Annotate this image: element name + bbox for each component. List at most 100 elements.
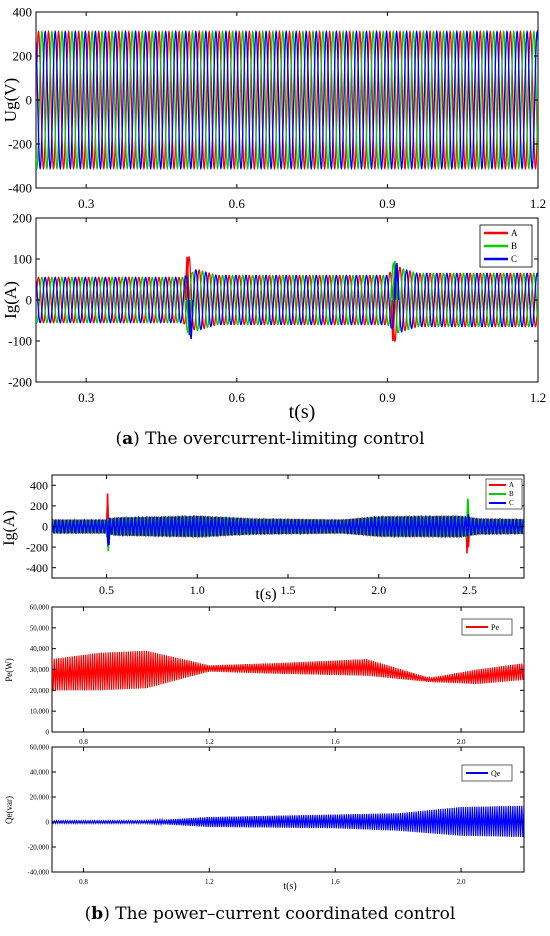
x-tick-label: 0.6 — [229, 390, 246, 405]
y-tick-label: -100 — [8, 334, 32, 349]
legend-label-a: A — [511, 228, 518, 238]
y-axis-label: Ug(V) — [1, 78, 20, 122]
y-tick-label: 40,000 — [30, 645, 50, 653]
x-tick-label: 2.0 — [371, 583, 386, 597]
x-tick-label: 1.2 — [530, 390, 546, 405]
x-tick-label: 0.8 — [79, 878, 88, 886]
series-b — [36, 29, 538, 171]
y-tick-label: -200 — [8, 137, 32, 152]
transient-spike-0 — [106, 493, 110, 527]
legend: A B C — [479, 224, 533, 268]
transient-spike-1 — [394, 263, 400, 301]
y-tick-label: -400 — [26, 561, 48, 575]
y-tick-label: 20,000 — [30, 687, 50, 695]
y-tick-label: -40,000 — [27, 868, 49, 876]
caption-a-label: a — [122, 429, 133, 449]
caption-b: (b) The power–current coordinated contro… — [85, 904, 456, 924]
legend-label-b: B — [511, 241, 517, 251]
x-tick-label: 1.0 — [190, 583, 205, 597]
caption-a: (a) The overcurrent-limiting control — [115, 429, 424, 449]
legend-label-qe: Qe — [491, 769, 501, 778]
plot-area: 0.3 0.6 0.9 1.2 200 100 0 -100 -200 — [8, 211, 546, 405]
x-tick-label: 0.9 — [379, 390, 395, 405]
legend: Pe — [461, 618, 513, 636]
series-pe — [52, 650, 524, 691]
series-b — [36, 262, 538, 334]
plot-frame — [51, 746, 525, 873]
y-tick-label: 200 — [13, 49, 33, 64]
y-tick-label: 400 — [30, 479, 48, 493]
y-tick-label: 400 — [13, 5, 33, 20]
chart-qe: 0.8 1.2 1.6 2.0 60,000 40,000 20,000 0 -20,000 -4… — [4, 743, 525, 892]
transient-spike-0 — [188, 299, 194, 339]
chart-pe: 0.8 1.2 1.6 2.0 60,000 50,000 40,000 30,000 20,0… — [4, 603, 525, 746]
transient-spike-0 — [107, 526, 111, 546]
plot-area: 0.8 1.2 1.6 2.0 60,000 40,000 20,000 0 -20,000 -4… — [27, 743, 524, 886]
transient-spike-1 — [466, 514, 470, 527]
y-tick-label: 40,000 — [30, 768, 50, 776]
chart-ig-b: 0.5 1.0 1.5 2.0 2.5 400 200 0 -200 -400 Ig(A) t(s… — [1, 474, 525, 603]
y-tick-label: 200 — [13, 211, 33, 226]
series-c — [52, 514, 524, 548]
y-tick-label: -200 — [26, 540, 48, 554]
y-tick-label: -200 — [8, 375, 32, 390]
series-group — [36, 29, 538, 171]
y-tick-label: 30,000 — [30, 666, 50, 674]
x-tick-label: 1.6 — [331, 878, 340, 886]
y-tick-label: 0 — [46, 728, 50, 736]
y-tick-label: 10,000 — [30, 708, 50, 716]
y-tick-label: -400 — [8, 181, 32, 196]
y-tick-label: 60,000 — [30, 743, 50, 751]
y-tick-label: 50,000 — [30, 624, 50, 632]
x-tick-label: 1.5 — [281, 583, 296, 597]
y-tick-label: 0 — [42, 520, 48, 534]
x-tick-label: 1.2 — [205, 738, 214, 746]
x-tick-label: 2.5 — [462, 583, 477, 597]
caption-a-text: The overcurrent-limiting control — [140, 429, 425, 449]
transient-spike-0 — [184, 256, 190, 301]
x-tick-label: 1.2 — [530, 196, 546, 211]
x-tick-label: 0.9 — [379, 196, 395, 211]
y-axis-label: Ig(A) — [1, 510, 18, 546]
x-tick-label: 0.5 — [99, 583, 114, 597]
y-tick-label: 0 — [46, 818, 50, 826]
series-group — [52, 650, 524, 691]
y-tick-label: 60,000 — [30, 603, 50, 611]
x-tick-label: 2.0 — [457, 738, 466, 746]
x-tick-label: 0.8 — [79, 738, 88, 746]
plot-area: 0.5 1.0 1.5 2.0 2.5 400 200 0 -200 -400 — [26, 475, 524, 597]
y-axis-label: Ig(A) — [1, 281, 20, 319]
series-a — [36, 255, 538, 343]
x-tick-label: 2.0 — [457, 878, 466, 886]
series-qe — [52, 805, 524, 838]
x-tick-label: 0.3 — [78, 390, 94, 405]
x-tick-label: 1.6 — [331, 738, 340, 746]
legend-label-a: A — [509, 481, 514, 489]
legend: A B C — [485, 478, 523, 510]
legend-label-pe: Pe — [491, 623, 499, 632]
legend-label-c: C — [511, 254, 517, 264]
series-c — [36, 263, 538, 337]
x-tick-label: 0.6 — [229, 196, 246, 211]
y-tick-label: 0 — [26, 293, 33, 308]
legend-label-c: C — [509, 499, 514, 507]
transient-spike-1 — [390, 299, 396, 342]
y-tick-label: 0 — [26, 93, 33, 108]
x-axis-label: t(s) — [255, 586, 276, 603]
series-group — [36, 255, 538, 343]
y-tick-label: 200 — [30, 499, 48, 513]
caption-b-text: The power–current coordinated control — [110, 904, 456, 924]
y-tick-label: -20,000 — [27, 843, 49, 851]
x-axis-label: t(s) — [289, 401, 316, 423]
x-tick-label: 1.2 — [205, 878, 214, 886]
series-group — [52, 805, 524, 838]
series-a — [36, 29, 538, 171]
y-tick-label: 100 — [13, 252, 33, 267]
x-tick-label: 0.3 — [78, 196, 94, 211]
y-tick-label: 20,000 — [30, 793, 50, 801]
series-c — [36, 29, 538, 171]
y-axis-label: Pe(W) — [4, 658, 14, 682]
chart-ug: 0.3 0.6 0.9 1.2 400 200 0 -200 -400 Ug(V) — [1, 5, 546, 211]
legend-label-b: B — [509, 490, 514, 498]
